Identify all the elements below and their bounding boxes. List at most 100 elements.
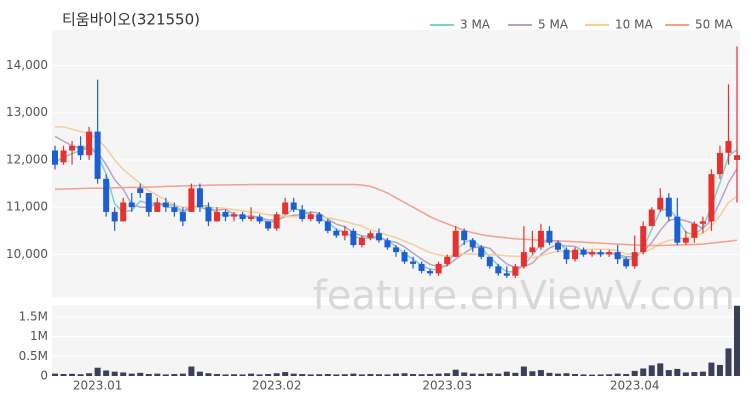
volume-bar: [60, 374, 67, 376]
volume-bar: [367, 374, 374, 376]
ma-line: [54, 183, 738, 247]
volume-bar: [375, 374, 382, 376]
volume-bar: [282, 372, 289, 376]
candle-body: [410, 261, 417, 264]
candle-body: [384, 240, 391, 248]
volume-bar: [179, 373, 186, 376]
volume-bar: [273, 373, 280, 376]
volume-bar: [716, 364, 723, 376]
candle-body: [427, 271, 434, 274]
volume-bar: [94, 367, 101, 376]
candle-body: [435, 263, 442, 274]
candle-body: [537, 230, 544, 248]
candle-body: [648, 209, 655, 227]
candle-body: [682, 237, 689, 243]
candle-body: [640, 226, 647, 253]
volume-bar: [674, 368, 681, 376]
candle-body: [572, 249, 579, 260]
volume-bar: [222, 374, 229, 376]
volume-bar: [77, 374, 84, 376]
volume-bar: [623, 374, 630, 376]
candle-body: [265, 221, 272, 229]
candle-body: [358, 237, 365, 246]
candle-body: [734, 155, 740, 160]
candle-body: [597, 252, 604, 255]
candle-body: [205, 207, 212, 222]
candle-body: [333, 230, 340, 236]
volume-bar: [452, 369, 459, 376]
candle-body: [418, 263, 425, 272]
volume-bar: [589, 374, 596, 376]
volume-bar: [563, 373, 570, 376]
volume-bar: [358, 374, 365, 376]
y-tick-label: 1M: [30, 329, 48, 343]
volume-bar: [120, 372, 127, 376]
volume-bar: [128, 373, 135, 376]
candle-body: [273, 214, 280, 229]
candle-body: [213, 211, 220, 222]
x-tick-label: 2023.01: [73, 379, 123, 393]
volume-bar: [529, 371, 536, 376]
candle-body: [324, 221, 331, 231]
candle-body: [529, 247, 536, 253]
volume-bar: [597, 374, 604, 376]
candle-body: [69, 145, 76, 151]
candle-body: [188, 188, 195, 212]
volume-bar: [546, 372, 553, 376]
ma-line: [55, 126, 738, 259]
x-tick-label: 2023.02: [252, 379, 302, 393]
volume-bar: [316, 374, 323, 376]
volume-bar: [682, 372, 689, 376]
volume-bar: [239, 374, 246, 376]
candle-body: [375, 233, 382, 241]
volume-bar: [614, 373, 621, 376]
candle-body: [580, 249, 587, 255]
volume-bar: [231, 374, 238, 376]
volume-bar: [512, 372, 519, 376]
y-tick-label: 0.5M: [19, 349, 48, 363]
legend-label: 50 MA: [695, 18, 733, 32]
volume-bar: [495, 373, 502, 376]
volume-bar: [691, 372, 698, 376]
volume-bar: [265, 374, 272, 376]
volume-bar: [606, 374, 613, 376]
candle-body: [137, 188, 144, 194]
candle-body: [103, 178, 110, 212]
candle-body: [554, 242, 561, 250]
candle-body: [162, 202, 169, 208]
volume-bar: [290, 373, 297, 376]
volume-bar: [427, 374, 434, 376]
candle-body: [341, 230, 348, 236]
volume-bar: [469, 373, 476, 376]
volume-bar: [665, 370, 672, 376]
volume-bar: [699, 371, 706, 376]
chart-title: 티움바이오(321550): [62, 11, 200, 29]
candle-body: [393, 247, 399, 253]
volume-bar: [299, 374, 306, 376]
volume-bar: [554, 373, 561, 376]
candle-body: [461, 230, 468, 241]
y-tick-label: 14,000: [6, 58, 48, 72]
candle-body: [77, 145, 84, 156]
candle-body: [299, 209, 306, 220]
candle-body: [520, 252, 527, 267]
candle-body: [623, 259, 630, 267]
candle-body: [154, 202, 161, 212]
volume-bar: [256, 374, 263, 376]
candle-body: [699, 221, 706, 224]
candle-body: [256, 216, 263, 222]
candle-body: [486, 256, 493, 267]
volume-bar: [145, 374, 152, 376]
candle-body: [94, 131, 101, 179]
candle-body: [631, 252, 638, 267]
candle-body: [401, 252, 408, 262]
volume-bar: [708, 362, 715, 376]
volume-bar: [350, 373, 357, 376]
candle-body: [665, 197, 672, 217]
candle-body: [606, 252, 613, 255]
candle-body: [171, 207, 178, 212]
candle-body: [589, 252, 596, 255]
volume-bar: [86, 373, 93, 376]
volume-bar: [725, 348, 732, 376]
volume-bar: [333, 374, 340, 376]
